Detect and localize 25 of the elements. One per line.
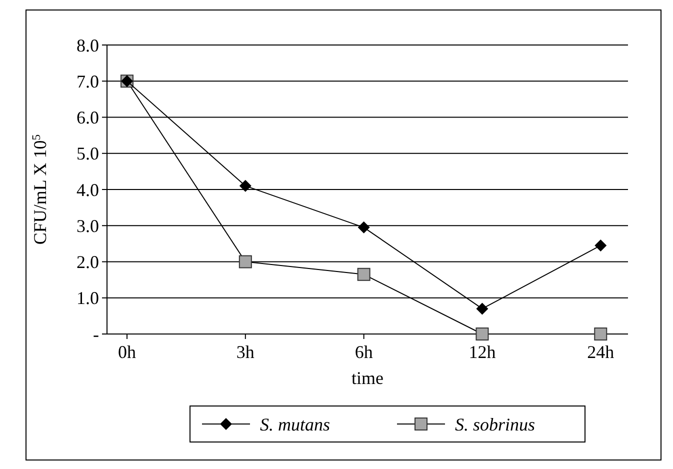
- y-tick-label: 2.0: [76, 252, 99, 272]
- y-tick-label: 8.0: [76, 35, 99, 56]
- x-tick-label: 3h: [236, 342, 254, 362]
- point: [357, 268, 370, 281]
- point: [239, 180, 252, 192]
- y-tick-label: -: [93, 324, 99, 344]
- x-tick-label: 24h: [587, 342, 614, 362]
- legend-label: S. sobrinus: [455, 414, 536, 434]
- y-tick-label: 3.0: [76, 216, 99, 236]
- x-tick-label: 0h: [118, 342, 136, 362]
- y-tick-label: 7.0: [76, 71, 99, 92]
- point: [358, 221, 370, 234]
- x-tick-label: 12h: [468, 342, 496, 362]
- point: [594, 239, 607, 252]
- point: [476, 328, 489, 340]
- x-tick-label: 6h: [354, 342, 373, 362]
- legend-label: S. mutans: [260, 414, 330, 434]
- point: [594, 328, 608, 340]
- point: [238, 255, 252, 268]
- y-tick-label: 6.0: [76, 108, 99, 128]
- y-tick-label: 1.0: [76, 288, 99, 308]
- point: [476, 302, 488, 315]
- x-axis-title: time: [352, 368, 384, 388]
- y-tick-label: 4.0: [76, 180, 99, 200]
- y-tick-label: 5.0: [76, 144, 99, 164]
